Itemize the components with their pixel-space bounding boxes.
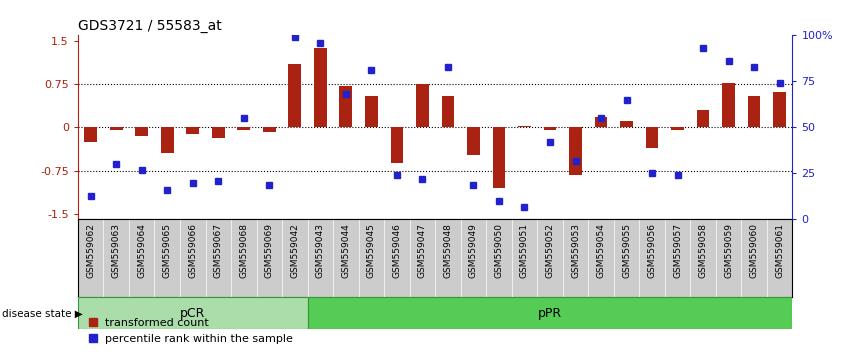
Text: GSM559044: GSM559044 — [341, 223, 351, 278]
Text: GSM559055: GSM559055 — [622, 223, 631, 278]
Text: GSM559054: GSM559054 — [597, 223, 605, 278]
Bar — [365, 96, 378, 127]
Bar — [288, 64, 301, 127]
Bar — [314, 48, 326, 127]
Text: pPR: pPR — [538, 307, 562, 320]
Bar — [646, 127, 658, 148]
Text: GSM559057: GSM559057 — [673, 223, 682, 278]
Text: GSM559048: GSM559048 — [443, 223, 452, 278]
Text: GSM559063: GSM559063 — [112, 223, 120, 278]
Text: GSM559050: GSM559050 — [494, 223, 503, 278]
Text: pCR: pCR — [180, 307, 205, 320]
Bar — [722, 82, 735, 127]
Text: GSM559062: GSM559062 — [87, 223, 95, 278]
Bar — [135, 127, 148, 136]
Text: GSM559069: GSM559069 — [265, 223, 274, 278]
Text: GSM559067: GSM559067 — [214, 223, 223, 278]
Text: GSM559046: GSM559046 — [392, 223, 401, 278]
Text: GSM559065: GSM559065 — [163, 223, 171, 278]
Bar — [416, 84, 429, 127]
Text: GSM559059: GSM559059 — [724, 223, 734, 278]
Bar — [595, 117, 607, 127]
Text: GSM559042: GSM559042 — [290, 223, 300, 278]
Text: GSM559053: GSM559053 — [571, 223, 580, 278]
Text: GSM559043: GSM559043 — [316, 223, 325, 278]
Bar — [544, 127, 556, 130]
Bar — [237, 127, 250, 130]
Bar — [442, 96, 455, 127]
Text: GSM559056: GSM559056 — [648, 223, 656, 278]
Text: GSM559045: GSM559045 — [367, 223, 376, 278]
Bar — [671, 127, 684, 130]
Text: GSM559058: GSM559058 — [699, 223, 708, 278]
Text: GSM559051: GSM559051 — [520, 223, 529, 278]
Bar — [110, 127, 123, 130]
Bar — [161, 127, 173, 153]
Bar — [620, 120, 633, 127]
Bar — [391, 127, 404, 163]
Bar — [493, 127, 506, 188]
Bar — [518, 126, 531, 127]
Text: disease state ▶: disease state ▶ — [2, 308, 82, 318]
Bar — [84, 127, 97, 142]
Text: GSM559052: GSM559052 — [546, 223, 554, 278]
Bar — [186, 127, 199, 134]
Bar — [747, 96, 760, 127]
Bar — [307, 297, 792, 329]
Text: GSM559068: GSM559068 — [239, 223, 249, 278]
Bar — [78, 297, 307, 329]
Text: GSM559064: GSM559064 — [137, 223, 146, 278]
Bar — [773, 92, 786, 127]
Bar — [467, 127, 480, 155]
Text: GDS3721 / 55583_at: GDS3721 / 55583_at — [78, 19, 222, 33]
Text: GSM559047: GSM559047 — [418, 223, 427, 278]
Text: GSM559060: GSM559060 — [750, 223, 759, 278]
Bar — [697, 110, 709, 127]
Legend: transformed count, percentile rank within the sample: transformed count, percentile rank withi… — [83, 314, 297, 348]
Bar — [569, 127, 582, 175]
Text: GSM559066: GSM559066 — [188, 223, 197, 278]
Bar — [263, 127, 275, 132]
Bar — [339, 86, 352, 127]
Bar — [212, 127, 224, 138]
Text: GSM559061: GSM559061 — [775, 223, 784, 278]
Text: GSM559049: GSM559049 — [469, 223, 478, 278]
